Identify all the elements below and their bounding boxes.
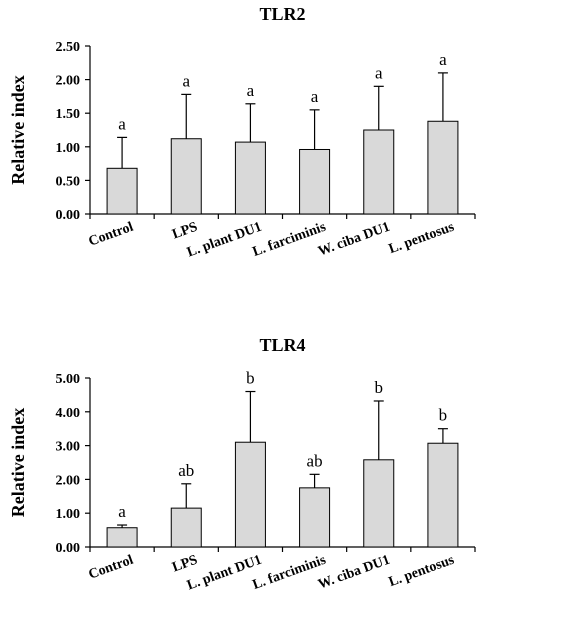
significance-label: ab bbox=[178, 461, 194, 480]
bar bbox=[299, 487, 331, 548]
bar bbox=[106, 167, 138, 215]
y-tick-label: 0.00 bbox=[56, 208, 81, 223]
x-tick-label: LPS bbox=[170, 220, 199, 243]
significance-label: a bbox=[375, 63, 383, 82]
bar bbox=[170, 138, 202, 215]
y-tick-label: 1.50 bbox=[56, 107, 81, 122]
y-tick-label: 1.00 bbox=[56, 141, 81, 156]
bar bbox=[427, 442, 459, 548]
x-tick-label: L. pentosus bbox=[387, 219, 457, 257]
significance-label: a bbox=[439, 50, 447, 69]
significance-label: a bbox=[118, 114, 126, 133]
tlr2-chart: TLR2 Relative index 0.00 0.50 1.00 1.50 2.00 2.… bbox=[8, 4, 476, 261]
significance-label: a bbox=[311, 87, 319, 106]
y-tick-label: 0.50 bbox=[56, 174, 81, 189]
x-tick-label: Control bbox=[87, 220, 136, 250]
y-tick-label: 2.00 bbox=[56, 473, 81, 488]
bar bbox=[299, 148, 331, 215]
significance-label: b bbox=[439, 406, 448, 425]
y-tick-label: 3.00 bbox=[56, 440, 81, 455]
bar bbox=[170, 507, 202, 548]
y-axis-label: Relative index bbox=[8, 75, 28, 185]
x-tick-label: Control bbox=[87, 553, 136, 583]
significance-label: b bbox=[246, 369, 255, 388]
y-tick-label: 2.50 bbox=[56, 40, 81, 55]
x-tick-label: L. pentosus bbox=[387, 552, 457, 590]
bar bbox=[363, 129, 395, 215]
chart-title: TLR4 bbox=[259, 335, 305, 355]
bar bbox=[106, 527, 138, 548]
tlr4-chart: TLR4 Relative index 0.00 1.00 2.00 3.00 4.00 5.… bbox=[8, 335, 476, 594]
y-tick-label: 1.00 bbox=[56, 507, 81, 522]
significance-label: ab bbox=[307, 451, 323, 470]
significance-label: a bbox=[118, 502, 126, 521]
bar bbox=[427, 120, 459, 215]
y-axis-label: Relative index bbox=[8, 408, 28, 518]
bar bbox=[363, 459, 395, 548]
y-tick-label: 5.00 bbox=[56, 372, 81, 387]
y-tick-label: 0.00 bbox=[56, 541, 81, 556]
x-tick-label: W. ciba DU1 bbox=[316, 553, 392, 593]
x-tick-label: L. plant DU1 bbox=[185, 553, 264, 594]
x-tick-label: W. ciba DU1 bbox=[316, 220, 392, 260]
bar bbox=[234, 441, 266, 548]
y-tick-label: 2.00 bbox=[56, 74, 81, 89]
x-tick-label: L. plant DU1 bbox=[185, 220, 264, 261]
chart-title: TLR2 bbox=[259, 4, 305, 24]
significance-label: b bbox=[375, 378, 384, 397]
y-tick-label: 4.00 bbox=[56, 406, 81, 421]
x-tick-label: LPS bbox=[170, 553, 199, 576]
x-tick-label: L. farciminis bbox=[251, 552, 329, 593]
x-tick-label: L. farciminis bbox=[251, 219, 329, 260]
bar bbox=[234, 141, 266, 215]
significance-label: a bbox=[182, 71, 190, 90]
significance-label: a bbox=[247, 81, 255, 100]
